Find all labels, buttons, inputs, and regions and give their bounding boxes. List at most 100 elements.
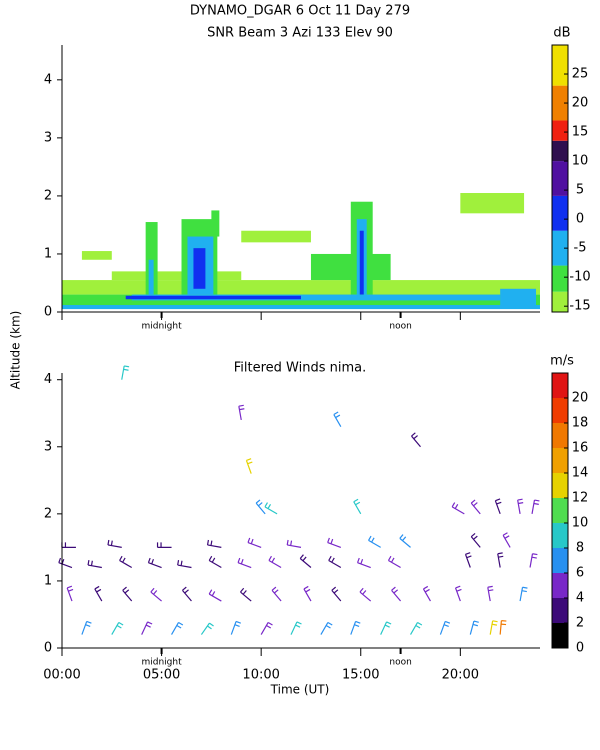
wind-barb — [327, 537, 342, 548]
wind-barb — [87, 560, 102, 569]
colorbar-tick-label: 16 — [572, 441, 589, 456]
wind-barb — [58, 557, 73, 569]
colorbar-band — [552, 140, 568, 162]
wind-barb — [387, 555, 401, 569]
colorbar-band — [552, 423, 568, 448]
snr-patch — [125, 295, 301, 300]
wind-barb — [470, 499, 481, 515]
snr-patch — [145, 222, 158, 295]
colorbar-tick-label: 2 — [576, 616, 584, 631]
wind-barb — [230, 620, 241, 635]
wind-barb — [422, 585, 431, 602]
colorbar-band — [552, 498, 568, 523]
annotation: noon — [389, 322, 411, 332]
wind-barb — [320, 621, 333, 635]
wind-barb — [454, 585, 462, 602]
x-tick-label: 00:00 — [43, 668, 80, 683]
wind-barb — [410, 621, 423, 635]
wind-barb — [156, 542, 172, 548]
colorbar-band — [552, 45, 568, 86]
wind-barb — [391, 586, 402, 602]
snr-patch — [81, 251, 112, 260]
colorbar-band — [552, 195, 568, 231]
wind-barb — [247, 537, 262, 548]
colorbar-tick-label: 12 — [572, 491, 589, 506]
wind-barb — [147, 557, 162, 569]
wind-barb — [268, 555, 282, 569]
snr-patch — [131, 294, 501, 301]
snr-patch — [241, 230, 311, 243]
wind-barb — [331, 586, 342, 602]
wind-barb — [200, 622, 214, 635]
wind-barb — [81, 620, 92, 635]
wind-barb — [119, 555, 133, 569]
wind-barb — [328, 555, 342, 569]
wind-barb — [303, 585, 312, 602]
wind-barb — [499, 620, 507, 635]
y-tick-label: 1 — [44, 573, 52, 588]
colorbar-tick-label: 20 — [572, 391, 589, 406]
colorbar-tick-label: -10 — [569, 270, 590, 285]
wind-barb — [356, 557, 371, 569]
wind-barb — [350, 620, 361, 635]
snr-patch — [148, 259, 154, 295]
snr-patch — [193, 248, 206, 289]
colorbar-frame — [551, 44, 569, 313]
x-tick-label: 10:00 — [242, 668, 279, 683]
colorbar-band — [552, 573, 568, 598]
wind-barb — [208, 589, 222, 602]
snr-patch — [62, 280, 540, 295]
y-tick-label: 3 — [44, 439, 52, 454]
wind-barb — [451, 502, 465, 515]
wind-barb — [497, 552, 504, 568]
colorbar-band — [552, 265, 568, 292]
wind-barb — [94, 585, 103, 602]
wind-barb — [333, 411, 342, 427]
wind-barb — [237, 557, 252, 569]
panel-title: Filtered Winds nima. — [234, 361, 366, 376]
colorbar-label: dB — [553, 26, 570, 41]
wind-barb — [464, 552, 472, 568]
colorbar-tick-label: 0 — [576, 212, 584, 227]
wind-barb — [489, 620, 498, 635]
wind-barb — [122, 586, 133, 602]
wind-barb — [141, 621, 153, 635]
wind-barb — [181, 586, 192, 602]
colorbar-band — [552, 473, 568, 498]
y-tick-label: 1 — [44, 246, 52, 261]
snr-patch — [460, 193, 525, 214]
colorbar-tick-label: 8 — [576, 541, 584, 556]
y-axis-label: Altitude (km) — [9, 311, 23, 390]
colorbar-band — [552, 448, 568, 473]
wind-barb — [260, 621, 273, 635]
y-tick-label: 2 — [44, 506, 52, 521]
y-tick-label: 0 — [44, 305, 52, 320]
x-tick-label: 15:00 — [342, 668, 379, 683]
wind-barb — [519, 586, 528, 602]
colorbar-label: m/s — [550, 354, 574, 369]
wind-barb — [66, 585, 74, 602]
annotation: midnight — [142, 322, 183, 332]
wind-barb — [411, 432, 421, 448]
wind-barb — [286, 539, 302, 548]
x-tick-label: 20:00 — [442, 668, 479, 683]
annotation: noon — [389, 658, 411, 668]
colorbar-frame — [551, 372, 569, 649]
wind-barb — [299, 554, 312, 568]
wind-barb — [121, 365, 130, 380]
wind-barb — [171, 621, 184, 635]
colorbar-band — [552, 598, 568, 623]
wind-barb — [469, 620, 479, 635]
wind-barb — [255, 499, 266, 515]
chart-subtitle: SNR Beam 3 Azi 133 Elev 90 — [207, 26, 393, 41]
wind-barb — [208, 555, 222, 569]
colorbar-band — [552, 548, 568, 573]
wind-barb — [531, 499, 540, 514]
colorbar-tick-label: -15 — [569, 299, 590, 314]
wind-barb — [487, 585, 494, 602]
wind-barb — [238, 404, 245, 421]
wind-barb — [290, 621, 302, 635]
wind-barb — [177, 560, 192, 569]
colorbar-tick-label: 25 — [572, 67, 589, 82]
